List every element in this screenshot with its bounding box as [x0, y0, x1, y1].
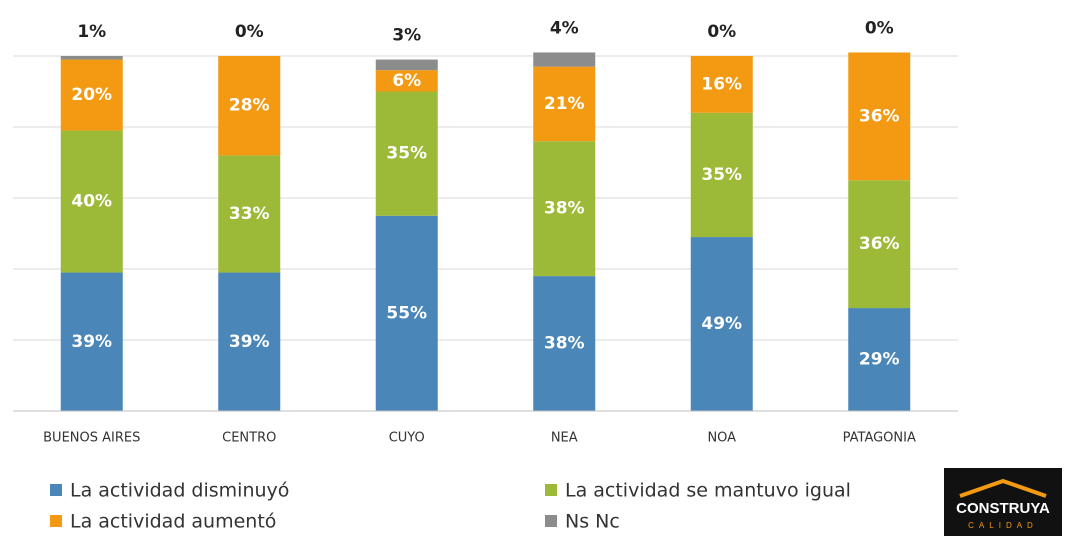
legend-label: Ns Nc — [565, 511, 620, 533]
bar-segment — [218, 56, 281, 156]
bar-segment — [533, 141, 596, 277]
value-label: 55% — [386, 303, 427, 323]
bar-segment — [60, 272, 123, 411]
value-label: 35% — [701, 165, 742, 185]
x-tick-label: NOA — [707, 431, 736, 446]
value-label: 16% — [701, 74, 742, 94]
logo-name: CONSTRUYA — [956, 500, 1050, 517]
legend-swatch — [50, 484, 62, 496]
logo-tagline: CALIDAD — [968, 521, 1038, 530]
bar-segment — [375, 215, 438, 411]
x-tick-label: NEA — [551, 431, 578, 446]
bar-segment — [690, 56, 753, 113]
value-label: 1% — [77, 22, 106, 42]
x-tick-label: BUENOS AIRES — [43, 431, 140, 446]
value-label: 49% — [701, 314, 742, 334]
legend-label: La actividad disminuyó — [70, 480, 289, 502]
value-label: 36% — [859, 106, 900, 126]
value-label: 38% — [544, 334, 585, 354]
value-label: 35% — [386, 144, 427, 164]
x-tick-label: CUYO — [389, 431, 425, 446]
value-label: 0% — [707, 22, 736, 42]
bar-segment — [60, 56, 123, 60]
bar-segment — [848, 308, 911, 411]
value-label: 4% — [550, 18, 579, 38]
bar-segment — [848, 180, 911, 309]
bar-segment — [690, 237, 753, 411]
bar-segment — [690, 112, 753, 238]
value-label: 3% — [392, 26, 421, 46]
value-label: 38% — [544, 199, 585, 219]
bar-segment — [218, 155, 281, 273]
x-tick-label: PATAGONIA — [843, 431, 916, 446]
value-label: 39% — [71, 332, 112, 352]
value-label: 0% — [865, 18, 894, 38]
bar-segment — [375, 91, 438, 216]
legend-label: La actividad aumentó — [70, 511, 276, 533]
legend-swatch — [545, 484, 557, 496]
value-label: 28% — [229, 96, 270, 116]
bar-segment — [533, 276, 596, 411]
bar-segment — [848, 52, 911, 181]
value-label: 21% — [544, 94, 585, 114]
legend-label: La actividad se mantuvo igual — [565, 480, 851, 502]
legend-swatch — [50, 515, 62, 527]
bar-segment — [533, 66, 596, 142]
x-tick-label: CENTRO — [222, 431, 276, 446]
bar-segment — [218, 272, 281, 411]
value-label: 20% — [71, 85, 112, 105]
legend-swatch — [545, 515, 557, 527]
bar-segment — [533, 52, 596, 67]
logo: CONSTRUYA CALIDAD — [944, 468, 1062, 536]
value-label: 33% — [229, 204, 270, 224]
value-label: 29% — [859, 350, 900, 370]
bar-segment — [60, 59, 123, 131]
value-label: 36% — [859, 234, 900, 254]
logo-roof — [959, 478, 1047, 498]
bar-segment — [375, 59, 438, 71]
value-label: 39% — [229, 332, 270, 352]
value-label: 6% — [392, 71, 421, 91]
value-label: 40% — [71, 192, 112, 212]
bar-segment — [375, 70, 438, 92]
bar-segment — [60, 130, 123, 273]
value-label: 0% — [235, 22, 264, 42]
